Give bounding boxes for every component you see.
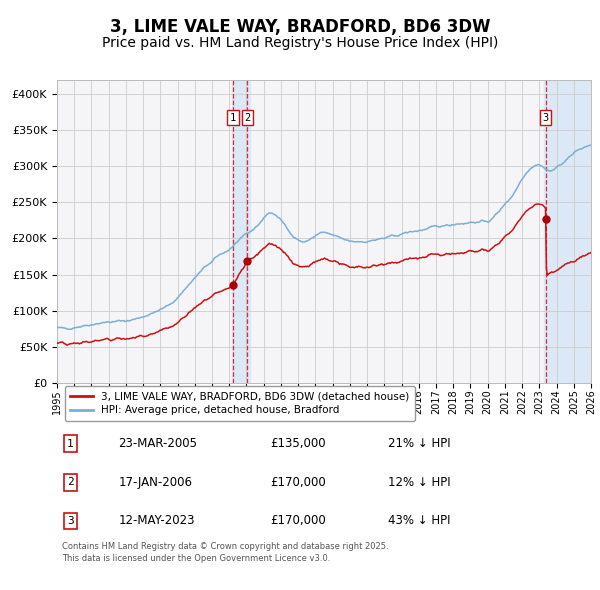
Text: 1: 1 <box>67 439 74 449</box>
Text: 3: 3 <box>67 516 74 526</box>
Text: 2: 2 <box>244 113 250 123</box>
Text: 3: 3 <box>542 113 549 123</box>
Text: 12% ↓ HPI: 12% ↓ HPI <box>388 476 451 489</box>
Text: 21% ↓ HPI: 21% ↓ HPI <box>388 437 451 450</box>
Legend: 3, LIME VALE WAY, BRADFORD, BD6 3DW (detached house), HPI: Average price, detach: 3, LIME VALE WAY, BRADFORD, BD6 3DW (det… <box>65 386 415 421</box>
Text: 23-MAR-2005: 23-MAR-2005 <box>118 437 197 450</box>
Text: £170,000: £170,000 <box>271 514 326 527</box>
Text: 2: 2 <box>67 477 74 487</box>
Bar <box>232 80 250 383</box>
Text: Contains HM Land Registry data © Crown copyright and database right 2025.
This d: Contains HM Land Registry data © Crown c… <box>62 542 389 563</box>
Text: 12-MAY-2023: 12-MAY-2023 <box>118 514 195 527</box>
Text: Price paid vs. HM Land Registry's House Price Index (HPI): Price paid vs. HM Land Registry's House … <box>102 36 498 50</box>
Text: 17-JAN-2006: 17-JAN-2006 <box>118 476 193 489</box>
Bar <box>544 80 591 383</box>
Text: 1: 1 <box>230 113 236 123</box>
Text: £170,000: £170,000 <box>271 476 326 489</box>
Text: 43% ↓ HPI: 43% ↓ HPI <box>388 514 451 527</box>
Text: £135,000: £135,000 <box>271 437 326 450</box>
Text: 3, LIME VALE WAY, BRADFORD, BD6 3DW: 3, LIME VALE WAY, BRADFORD, BD6 3DW <box>110 18 490 35</box>
